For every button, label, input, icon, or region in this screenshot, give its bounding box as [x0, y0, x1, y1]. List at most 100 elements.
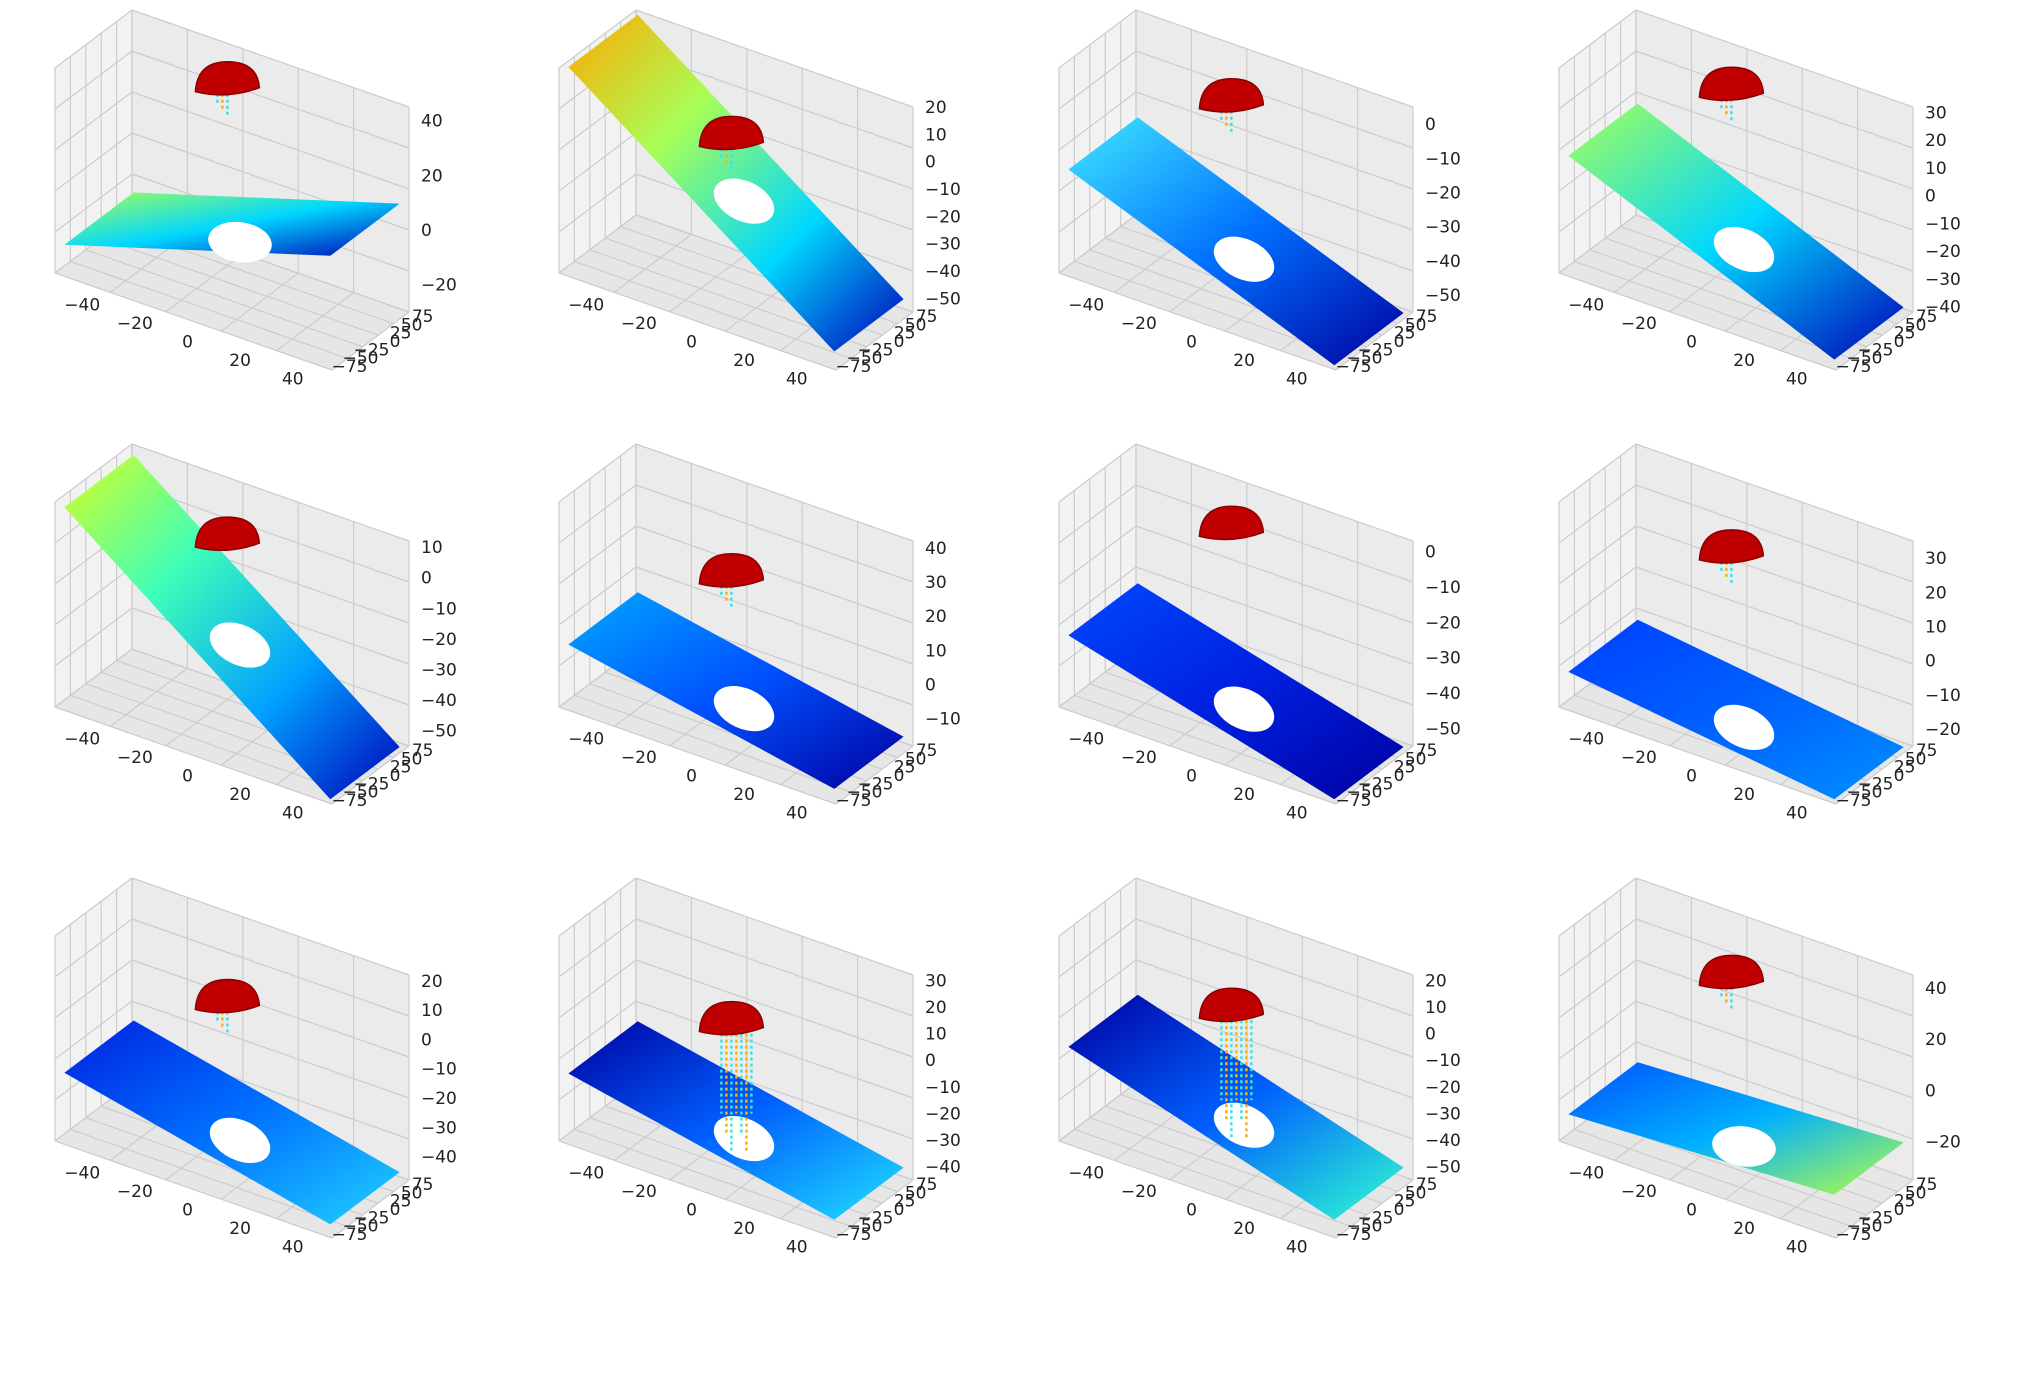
y-tick-label: −50: [1347, 349, 1383, 369]
z-tick-label: −30: [1425, 1104, 1461, 1124]
floor-grid-line: [574, 694, 852, 793]
y-tick-label: 50: [1405, 315, 1427, 335]
back-grid-line: [635, 877, 914, 976]
side-grid-line: [558, 9, 637, 69]
plane-hole: [713, 686, 775, 732]
side-grid-line: [1558, 1000, 1637, 1060]
y-tick-label: 75: [412, 741, 434, 761]
object-dome: [1198, 505, 1265, 541]
back-grid-line: [1135, 50, 1414, 149]
y-tick-label: −25: [1858, 1208, 1894, 1228]
floor-grid-line: [574, 260, 852, 359]
z-tick-label: 30: [925, 971, 947, 991]
object-dome: [1698, 954, 1765, 990]
y-tick-label: 25: [1394, 1192, 1416, 1212]
y-tick-label: −25: [354, 1208, 390, 1228]
y-tick-label: 25: [894, 1192, 916, 1212]
plane-hole: [713, 1115, 775, 1162]
back-pane: [132, 444, 409, 746]
side-grid-line: [1058, 484, 1137, 544]
plane-hole: [1213, 236, 1275, 282]
z-tick-label: 10: [421, 1001, 443, 1021]
side-grid-line: [1558, 50, 1637, 110]
z-tick-label: −40: [1925, 297, 1961, 317]
floor-grid-line: [70, 260, 348, 359]
back-grid-line: [131, 959, 410, 1058]
z-tick-label: −10: [1425, 1051, 1461, 1071]
y-tick-label: 0: [1894, 766, 1905, 786]
back-grid-line: [635, 525, 914, 624]
z-tick-label: 20: [421, 166, 443, 186]
floor-grid-line: [331, 1179, 410, 1239]
z-tick-label: −50: [421, 722, 457, 742]
side-grid-line: [558, 214, 637, 274]
y-tick-label: −75: [1336, 357, 1372, 377]
x-tick-label: 20: [1733, 1219, 1755, 1239]
x-tick-label: −40: [1068, 730, 1104, 750]
side-grid-line: [1558, 9, 1637, 69]
floor-grid-line: [331, 311, 410, 371]
x-tick-label: 40: [1786, 369, 1808, 389]
back-grid-line: [1635, 918, 1914, 1017]
x-tick-label: 40: [282, 803, 304, 823]
y-tick-label: −50: [847, 783, 883, 803]
subplot-9: −40−20020407550250−25−50−7520100−10−20−3…: [54, 877, 457, 1257]
x-tick-label: −40: [568, 296, 604, 316]
y-tick-label: −50: [847, 349, 883, 369]
y-tick-label: 0: [390, 766, 401, 786]
floor-grid-line: [1574, 260, 1852, 359]
side-grid-line: [1558, 91, 1637, 151]
z-tick-label: 0: [925, 676, 936, 696]
z-tick-label: 20: [1925, 583, 1947, 603]
y-tick-label: 50: [1905, 749, 1927, 769]
back-grid-line: [131, 91, 410, 190]
x-tick-label: 20: [1233, 351, 1255, 371]
z-tick-label: −30: [925, 235, 961, 255]
floor-grid-line: [1074, 1128, 1352, 1227]
x-tick-label: 0: [182, 1201, 193, 1221]
y-tick-label: 25: [1894, 758, 1916, 778]
side-grid-line: [1558, 443, 1637, 503]
x-tick-label: −20: [1121, 314, 1157, 334]
x-tick-label: 20: [229, 785, 251, 805]
x-tick-label: 40: [1286, 803, 1308, 823]
x-tick-label: −20: [621, 1182, 657, 1202]
z-tick-label: −40: [421, 691, 457, 711]
x-tick-label: −20: [621, 748, 657, 768]
y-tick-label: −50: [1347, 1217, 1383, 1237]
x-tick-label: 0: [686, 767, 697, 787]
z-tick-label: −20: [421, 1089, 457, 1109]
y-tick-label: −50: [343, 1217, 379, 1237]
y-tick-label: 50: [401, 1183, 423, 1203]
z-tick-label: 0: [421, 221, 432, 241]
z-tick-label: 0: [421, 569, 432, 589]
z-tick-label: −10: [1425, 578, 1461, 598]
x-tick-label: −20: [1121, 748, 1157, 768]
x-tick-label: 0: [1686, 333, 1697, 353]
back-grid-line: [1135, 918, 1414, 1017]
z-tick-label: −20: [1425, 1078, 1461, 1098]
x-tick-label: 0: [686, 1201, 697, 1221]
side-grid-line: [1058, 91, 1137, 151]
side-grid-line: [1058, 443, 1137, 503]
back-grid-line: [1135, 132, 1414, 231]
side-grid-line: [54, 607, 133, 667]
side-grid-line: [1058, 877, 1137, 937]
floor-grid-line: [85, 249, 363, 348]
x-tick-label: −20: [1121, 1182, 1157, 1202]
side-grid-line: [1058, 9, 1137, 69]
floor-grid-line: [835, 311, 914, 371]
y-tick-label: 50: [1405, 1183, 1427, 1203]
z-tick-label: −20: [925, 1104, 961, 1124]
y-tick-label: 0: [894, 332, 905, 352]
z-tick-label: 40: [925, 539, 947, 559]
side-grid-line: [54, 132, 133, 192]
z-tick-label: 20: [925, 998, 947, 1018]
plane-hole: [1712, 1126, 1776, 1167]
y-tick-label: 75: [1416, 1175, 1438, 1195]
y-tick-label: −25: [354, 774, 390, 794]
z-tick-label: −10: [421, 1060, 457, 1080]
y-tick-label: 75: [1416, 741, 1438, 761]
x-tick-label: 40: [282, 1237, 304, 1257]
x-tick-label: 20: [733, 351, 755, 371]
